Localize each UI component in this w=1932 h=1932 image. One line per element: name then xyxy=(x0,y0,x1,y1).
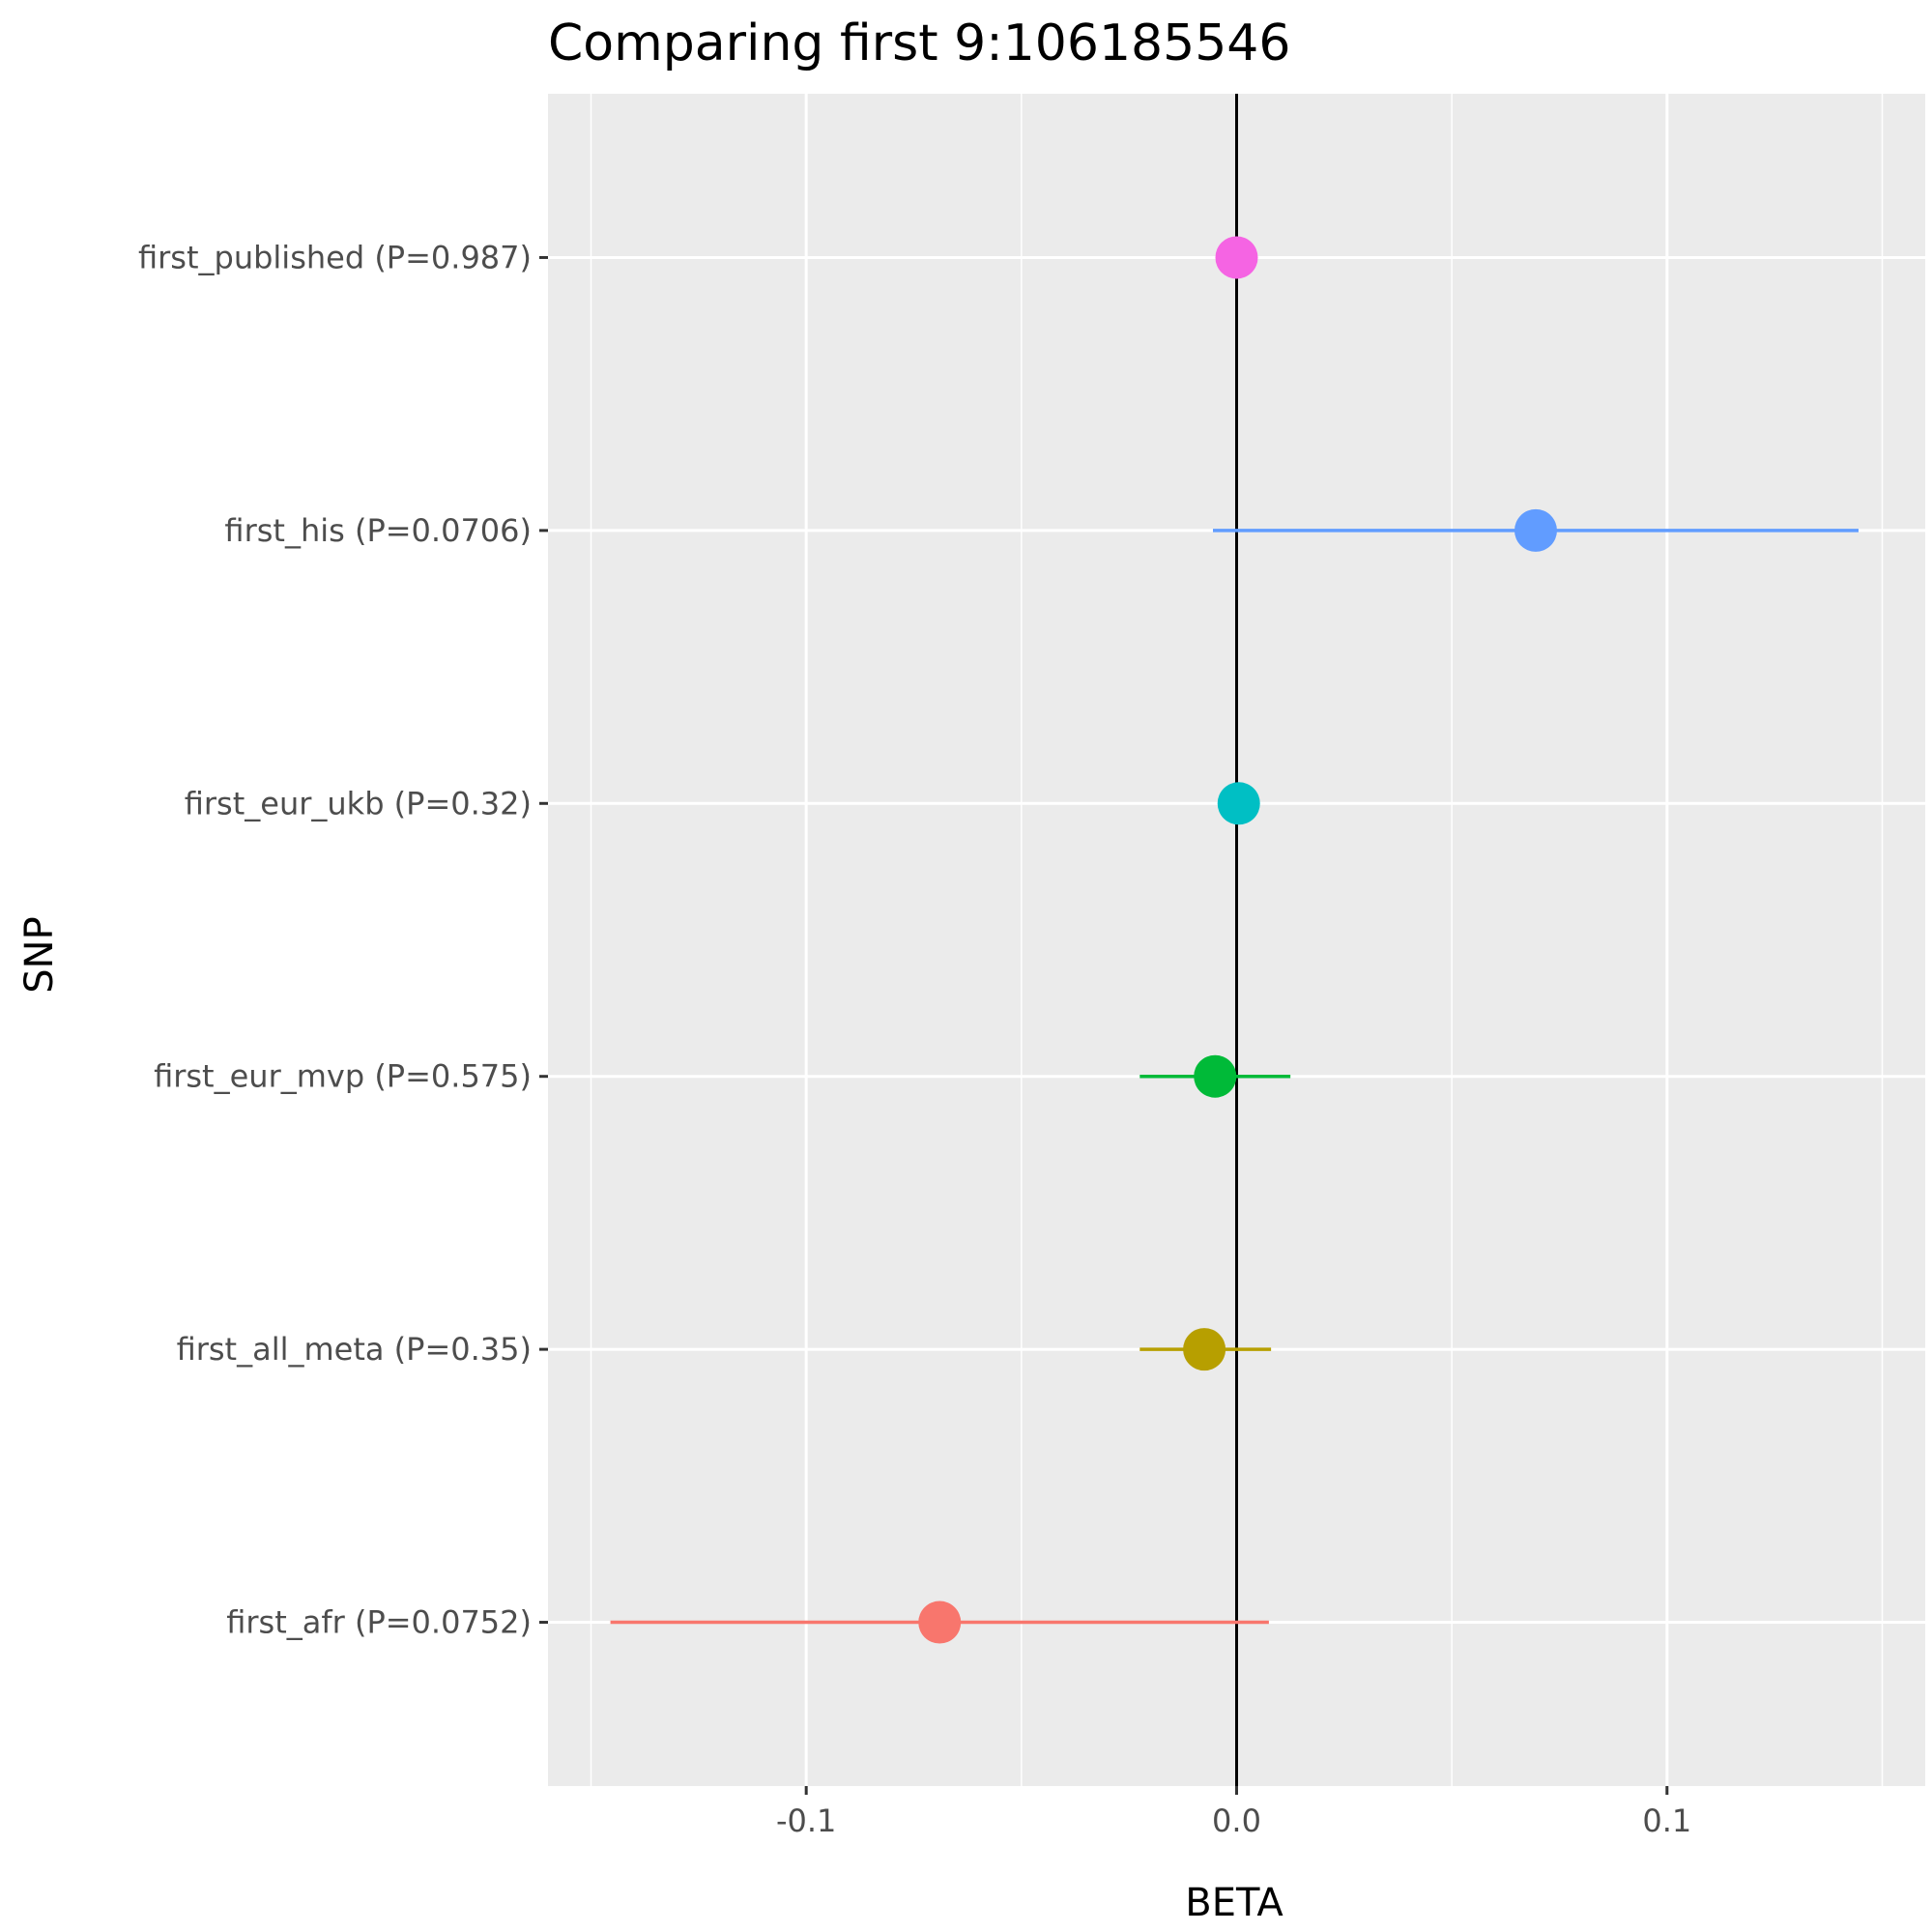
x-axis-title: BETA xyxy=(1185,1881,1283,1925)
y-tick-label: first_eur_mvp (P=0.575) xyxy=(154,1058,532,1095)
estimate-points xyxy=(918,236,1557,1644)
y-tick-label: first_eur_ukb (P=0.32) xyxy=(185,785,532,822)
chart-title: Comparing first 9:106185546 xyxy=(548,14,1290,72)
y-tick-label: first_published (P=0.987) xyxy=(138,239,532,275)
x-tick-label: -0.1 xyxy=(776,1802,836,1839)
x-tick-label: 0.0 xyxy=(1212,1802,1261,1839)
y-tick-label: first_afr (P=0.0752) xyxy=(226,1604,532,1641)
y-tick-label: first_all_meta (P=0.35) xyxy=(177,1331,532,1368)
x-axis: -0.1 0.0 0.1 xyxy=(776,1786,1691,1839)
y-axis: first_published (P=0.987) first_his (P=0.… xyxy=(138,239,548,1641)
estimate-point xyxy=(918,1600,962,1644)
estimate-point xyxy=(1194,1054,1237,1098)
minor-gridlines xyxy=(590,94,1884,1786)
y-tick-label: first_his (P=0.0706) xyxy=(224,512,532,549)
y-axis-title: SNP xyxy=(17,916,62,993)
x-tick-label: 0.1 xyxy=(1642,1802,1691,1839)
estimate-point xyxy=(1183,1328,1226,1371)
estimate-point xyxy=(1514,508,1557,552)
estimate-point xyxy=(1215,236,1258,279)
estimate-point xyxy=(1217,782,1260,825)
